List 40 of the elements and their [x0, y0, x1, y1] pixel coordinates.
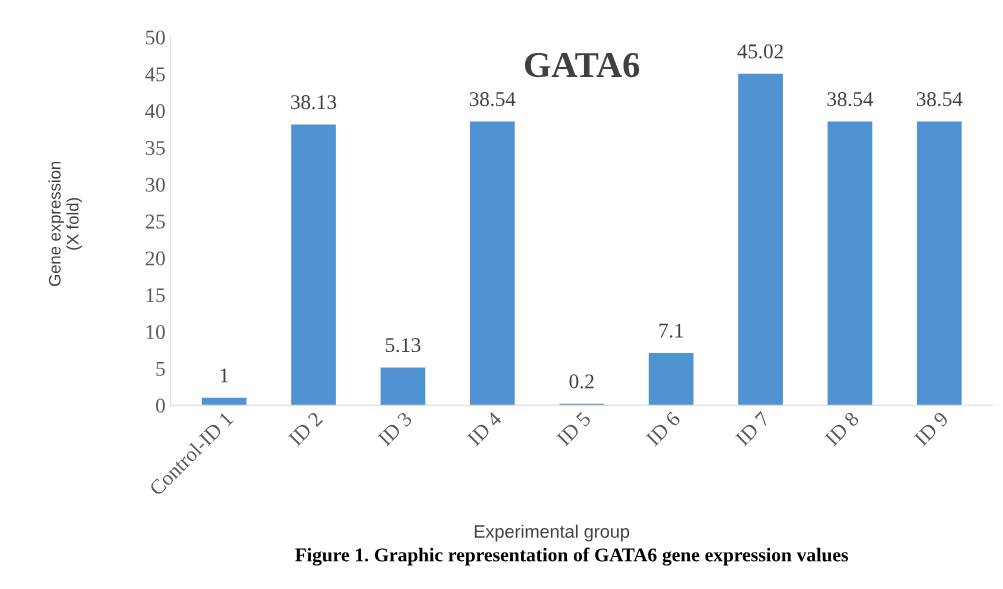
y-tick-label: 5	[156, 362, 165, 376]
y-tick-label: 35	[145, 140, 165, 155]
caption: Figure 1. Graphic representation of GATA6 gene expression values	[295, 547, 849, 566]
chart-title: GATA6	[524, 52, 640, 78]
y-tick-label: 15	[146, 288, 165, 303]
data-label: 1	[220, 368, 229, 383]
y-tick-label: 25	[145, 214, 165, 229]
bar	[380, 367, 426, 406]
x-axis-title: Experimental group	[474, 524, 630, 542]
bar	[648, 352, 694, 406]
y-tick-label: 30	[145, 177, 165, 192]
x-tick-label: ID 8	[824, 411, 860, 447]
y-tick-label: 50	[146, 30, 165, 45]
y-tick-label: 40	[145, 104, 165, 119]
bar	[827, 121, 873, 406]
y-tick-label: 45	[145, 67, 165, 82]
data-label: 38.54	[916, 92, 963, 107]
bar	[469, 121, 515, 406]
y-tick-label: 0	[156, 398, 165, 413]
x-tick-label: ID 3	[377, 411, 413, 447]
bar	[916, 121, 962, 406]
x-tick-label: ID 2	[287, 411, 323, 447]
x-tick-label: ID 4	[466, 410, 503, 447]
y-tick-label: 20	[145, 251, 165, 266]
data-label: 45.02	[737, 44, 783, 59]
bar	[738, 73, 783, 406]
bar	[291, 124, 336, 406]
y-axis-title: Gene expression (X fold)	[48, 161, 82, 286]
data-label: 38.13	[291, 95, 337, 110]
y-tick-label: 10	[146, 324, 165, 340]
data-label: 38.54	[469, 92, 516, 107]
data-label: 7.1	[659, 323, 683, 338]
x-tick-label: ID 9	[913, 411, 950, 447]
data-label: 0.2	[569, 374, 594, 389]
x-tick-label: ID 7	[735, 411, 771, 447]
data-label: 38.54	[827, 92, 874, 107]
bar	[201, 397, 247, 406]
x-tick-label: ID 6	[645, 411, 682, 447]
x-tick-label: ID 5	[556, 411, 592, 447]
data-label: 5.13	[385, 338, 421, 353]
